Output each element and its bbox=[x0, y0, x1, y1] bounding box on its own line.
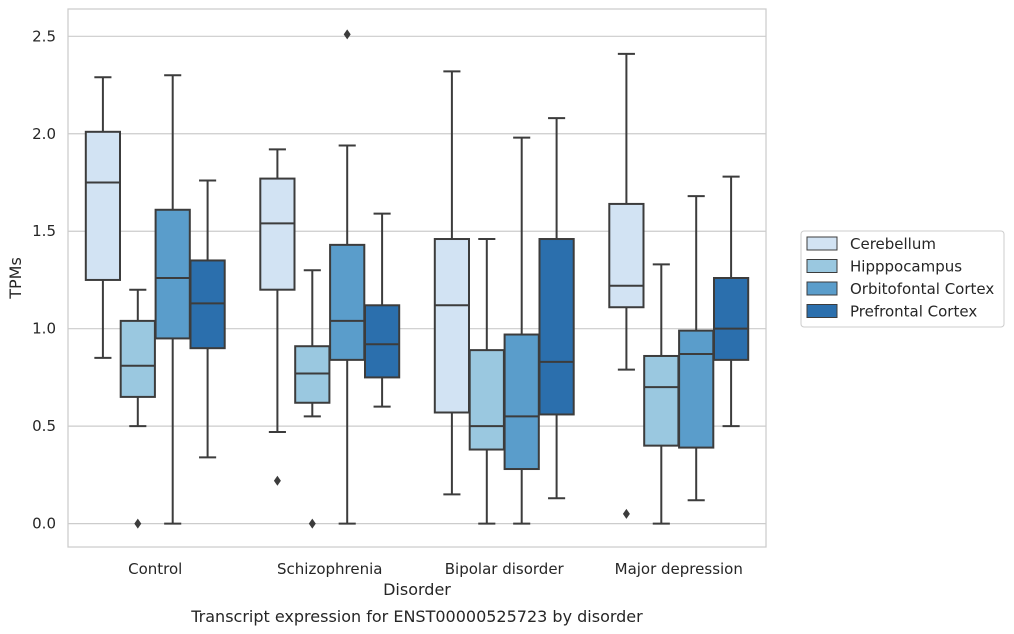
y-axis-label: TPMs bbox=[6, 257, 25, 300]
box-0-2 bbox=[433, 70, 471, 496]
box-iqr bbox=[259, 177, 296, 291]
box-0-0 bbox=[84, 76, 122, 359]
box-1-3 bbox=[643, 263, 680, 525]
box-iqr bbox=[119, 319, 156, 398]
chart-caption: Transcript expression for ENST0000052572… bbox=[190, 607, 643, 626]
box-iqr bbox=[608, 202, 645, 309]
y-tick-labels: 0.0 0.5 1.0 1.5 2.0 2.5 bbox=[32, 27, 56, 532]
box-iqr bbox=[712, 277, 750, 361]
legend-label: Hipppocampus bbox=[850, 258, 962, 276]
box-2-0 bbox=[154, 74, 191, 525]
box-3-3 bbox=[712, 175, 750, 428]
box-0-3 bbox=[608, 52, 645, 519]
box-iqr bbox=[84, 130, 122, 281]
outlier-point bbox=[343, 29, 351, 40]
x-tick-labels: Control Schizophrenia Bipolar disorder Majo… bbox=[128, 560, 743, 578]
boxes-group bbox=[84, 29, 750, 529]
legend-frame bbox=[800, 230, 1005, 328]
box-2-2 bbox=[503, 136, 540, 525]
legend-label: Prefrontal Cortex bbox=[850, 303, 977, 321]
box-iqr bbox=[329, 243, 366, 361]
box-3-2 bbox=[538, 117, 575, 500]
box-1-1 bbox=[294, 269, 331, 529]
outlier-point bbox=[134, 518, 142, 529]
box-0-1 bbox=[259, 148, 296, 486]
plot-frame bbox=[67, 8, 767, 548]
box-iqr bbox=[678, 329, 715, 449]
box-iqr bbox=[154, 208, 191, 340]
legend: Cerebellum Hipppocampus Orbitofontal Corte… bbox=[800, 230, 1005, 328]
y-tick-label: 0.0 bbox=[32, 515, 56, 533]
y-tick-label: 0.5 bbox=[32, 417, 56, 435]
outlier-point bbox=[273, 475, 281, 486]
box-1-0 bbox=[119, 288, 156, 529]
box-iqr bbox=[538, 238, 575, 416]
box-iqr bbox=[433, 238, 471, 414]
x-tick-label: Control bbox=[128, 560, 182, 578]
x-tick-label: Schizophrenia bbox=[277, 560, 382, 578]
outlier-point bbox=[622, 508, 630, 519]
box-2-3 bbox=[678, 195, 715, 502]
x-tick-label: Bipolar disorder bbox=[445, 560, 565, 578]
box-2-1 bbox=[329, 29, 366, 525]
x-tick-label: Major depression bbox=[615, 560, 743, 578]
box-iqr bbox=[503, 333, 540, 471]
box-3-1 bbox=[363, 212, 401, 408]
legend-label: Orbitofontal Cortex bbox=[850, 280, 994, 298]
y-tick-label: 2.5 bbox=[32, 27, 56, 45]
box-3-0 bbox=[189, 179, 226, 459]
legend-swatch bbox=[806, 281, 838, 296]
y-tick-label: 1.5 bbox=[32, 222, 56, 240]
legend-swatch bbox=[806, 259, 838, 273]
legend-swatch bbox=[806, 236, 838, 251]
y-tick-label: 2.0 bbox=[32, 125, 56, 143]
legend-swatch bbox=[806, 304, 838, 318]
box-iqr bbox=[363, 304, 401, 379]
outlier-point bbox=[308, 518, 316, 529]
legend-label: Cerebellum bbox=[850, 235, 936, 253]
y-tick-label: 1.0 bbox=[32, 320, 56, 338]
box-iqr bbox=[643, 354, 680, 447]
x-axis-label: Disorder bbox=[383, 580, 451, 599]
box-iqr bbox=[468, 349, 505, 451]
